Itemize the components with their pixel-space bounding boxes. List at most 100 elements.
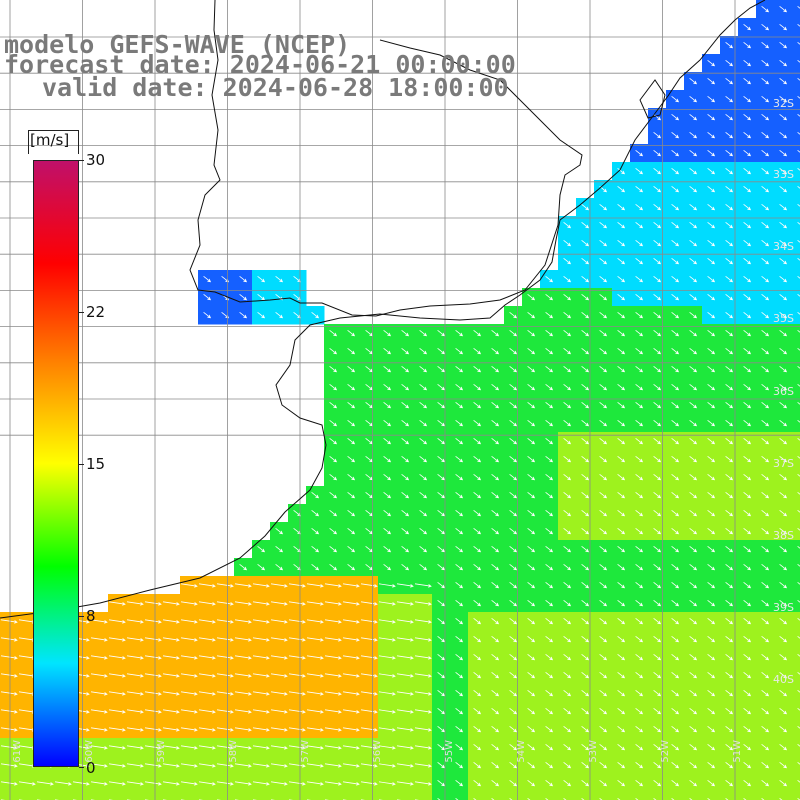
wind-arrow <box>635 545 644 553</box>
wind-arrow <box>797 779 800 783</box>
wind-arrow <box>509 329 518 337</box>
wind-arrow <box>437 365 446 373</box>
wind-arrow <box>545 293 554 301</box>
wind-arrow <box>437 671 446 679</box>
wind-arrow <box>473 383 482 391</box>
wind-arrow <box>707 797 711 800</box>
wind-cell <box>792 612 800 631</box>
wind-arrow <box>239 311 248 319</box>
wind-arrow <box>653 293 662 301</box>
wind-cell <box>792 324 800 343</box>
colorbar-unit-frame <box>28 130 79 154</box>
wind-arrow <box>743 527 752 535</box>
wind-arrow <box>324 709 342 714</box>
wind-arrow <box>797 707 800 711</box>
wind-arrow <box>437 563 446 571</box>
wind-arrow <box>126 763 144 768</box>
wind-arrow <box>617 491 626 499</box>
wind-arrow <box>414 619 432 624</box>
wind-arrow <box>0 619 18 624</box>
wind-arrow <box>563 599 572 607</box>
wind-arrow <box>707 563 716 571</box>
wind-arrow <box>635 383 644 391</box>
wind-arrow <box>324 601 342 606</box>
wind-arrow <box>653 239 662 247</box>
wind-arrow <box>0 655 18 660</box>
wind-arrow <box>527 581 536 589</box>
wind-arrow <box>797 671 800 675</box>
wind-arrow <box>581 203 590 211</box>
wind-arrow <box>617 455 626 463</box>
wind-arrow <box>689 113 698 121</box>
wind-arrow <box>671 167 680 175</box>
wind-arrow <box>707 437 716 445</box>
wind-cell <box>792 180 800 199</box>
wind-arrow <box>761 311 770 319</box>
wind-arrow <box>455 365 464 373</box>
wind-arrow <box>342 763 360 768</box>
wind-arrow <box>617 653 626 661</box>
wind-arrow <box>473 797 477 800</box>
wind-arrow <box>396 727 414 732</box>
wind-arrow <box>455 599 464 607</box>
wind-arrow <box>743 23 752 31</box>
wind-arrow <box>378 601 396 606</box>
wind-arrow <box>599 491 608 499</box>
wind-arrow <box>437 707 446 715</box>
wind-arrow <box>324 745 342 750</box>
wind-arrow <box>617 401 626 409</box>
wind-arrow <box>725 671 734 679</box>
wind-arrow <box>581 329 590 337</box>
wind-arrow <box>797 95 800 99</box>
wind-arrow <box>707 509 716 517</box>
wind-cell <box>792 126 800 145</box>
wind-cell <box>414 792 433 800</box>
wind-arrow <box>252 637 270 642</box>
wind-arrow <box>635 185 644 193</box>
wind-arrow <box>617 239 626 247</box>
wind-arrow <box>743 509 752 517</box>
wind-arrow <box>383 473 392 481</box>
wind-arrow <box>563 383 572 391</box>
wind-arrow <box>689 383 698 391</box>
wind-arrow <box>288 709 306 714</box>
wind-arrow <box>761 23 770 31</box>
wind-arrow <box>617 743 626 751</box>
colorbar-tick-label: 30 <box>86 151 106 169</box>
wind-arrow <box>743 725 752 733</box>
wind-arrow <box>509 563 518 571</box>
wind-arrow <box>396 637 414 642</box>
wind-arrow <box>743 95 752 103</box>
wind-arrow <box>491 419 500 427</box>
wind-arrow <box>689 257 698 265</box>
wind-arrow <box>216 673 234 678</box>
wind-arrow <box>455 563 464 571</box>
wind-arrow <box>347 545 356 553</box>
wind-arrow <box>180 583 198 588</box>
wind-arrow <box>90 709 108 714</box>
wind-arrow <box>342 781 360 786</box>
wind-arrow <box>653 689 662 697</box>
wind-arrow <box>473 491 482 499</box>
wind-arrow <box>252 745 270 750</box>
wind-arrow <box>108 745 126 750</box>
wind-arrow <box>707 473 716 481</box>
wind-arrow <box>779 293 788 301</box>
wind-arrow <box>527 653 536 661</box>
wind-arrow <box>126 727 144 732</box>
wind-arrow <box>455 707 464 715</box>
wind-arrow <box>671 563 680 571</box>
wind-cell <box>792 522 800 541</box>
wind-arrow <box>311 311 320 319</box>
wind-arrow <box>563 653 572 661</box>
wind-arrow <box>144 709 162 714</box>
wind-arrow <box>689 779 698 787</box>
wind-arrow <box>378 691 396 696</box>
wind-arrow <box>455 419 464 427</box>
wind-arrow <box>396 673 414 678</box>
wind-arrow <box>599 239 608 247</box>
wind-arrow <box>0 637 18 642</box>
wind-arrow <box>797 167 800 171</box>
latitude-label: 39S <box>773 601 794 614</box>
wind-arrow <box>743 365 752 373</box>
